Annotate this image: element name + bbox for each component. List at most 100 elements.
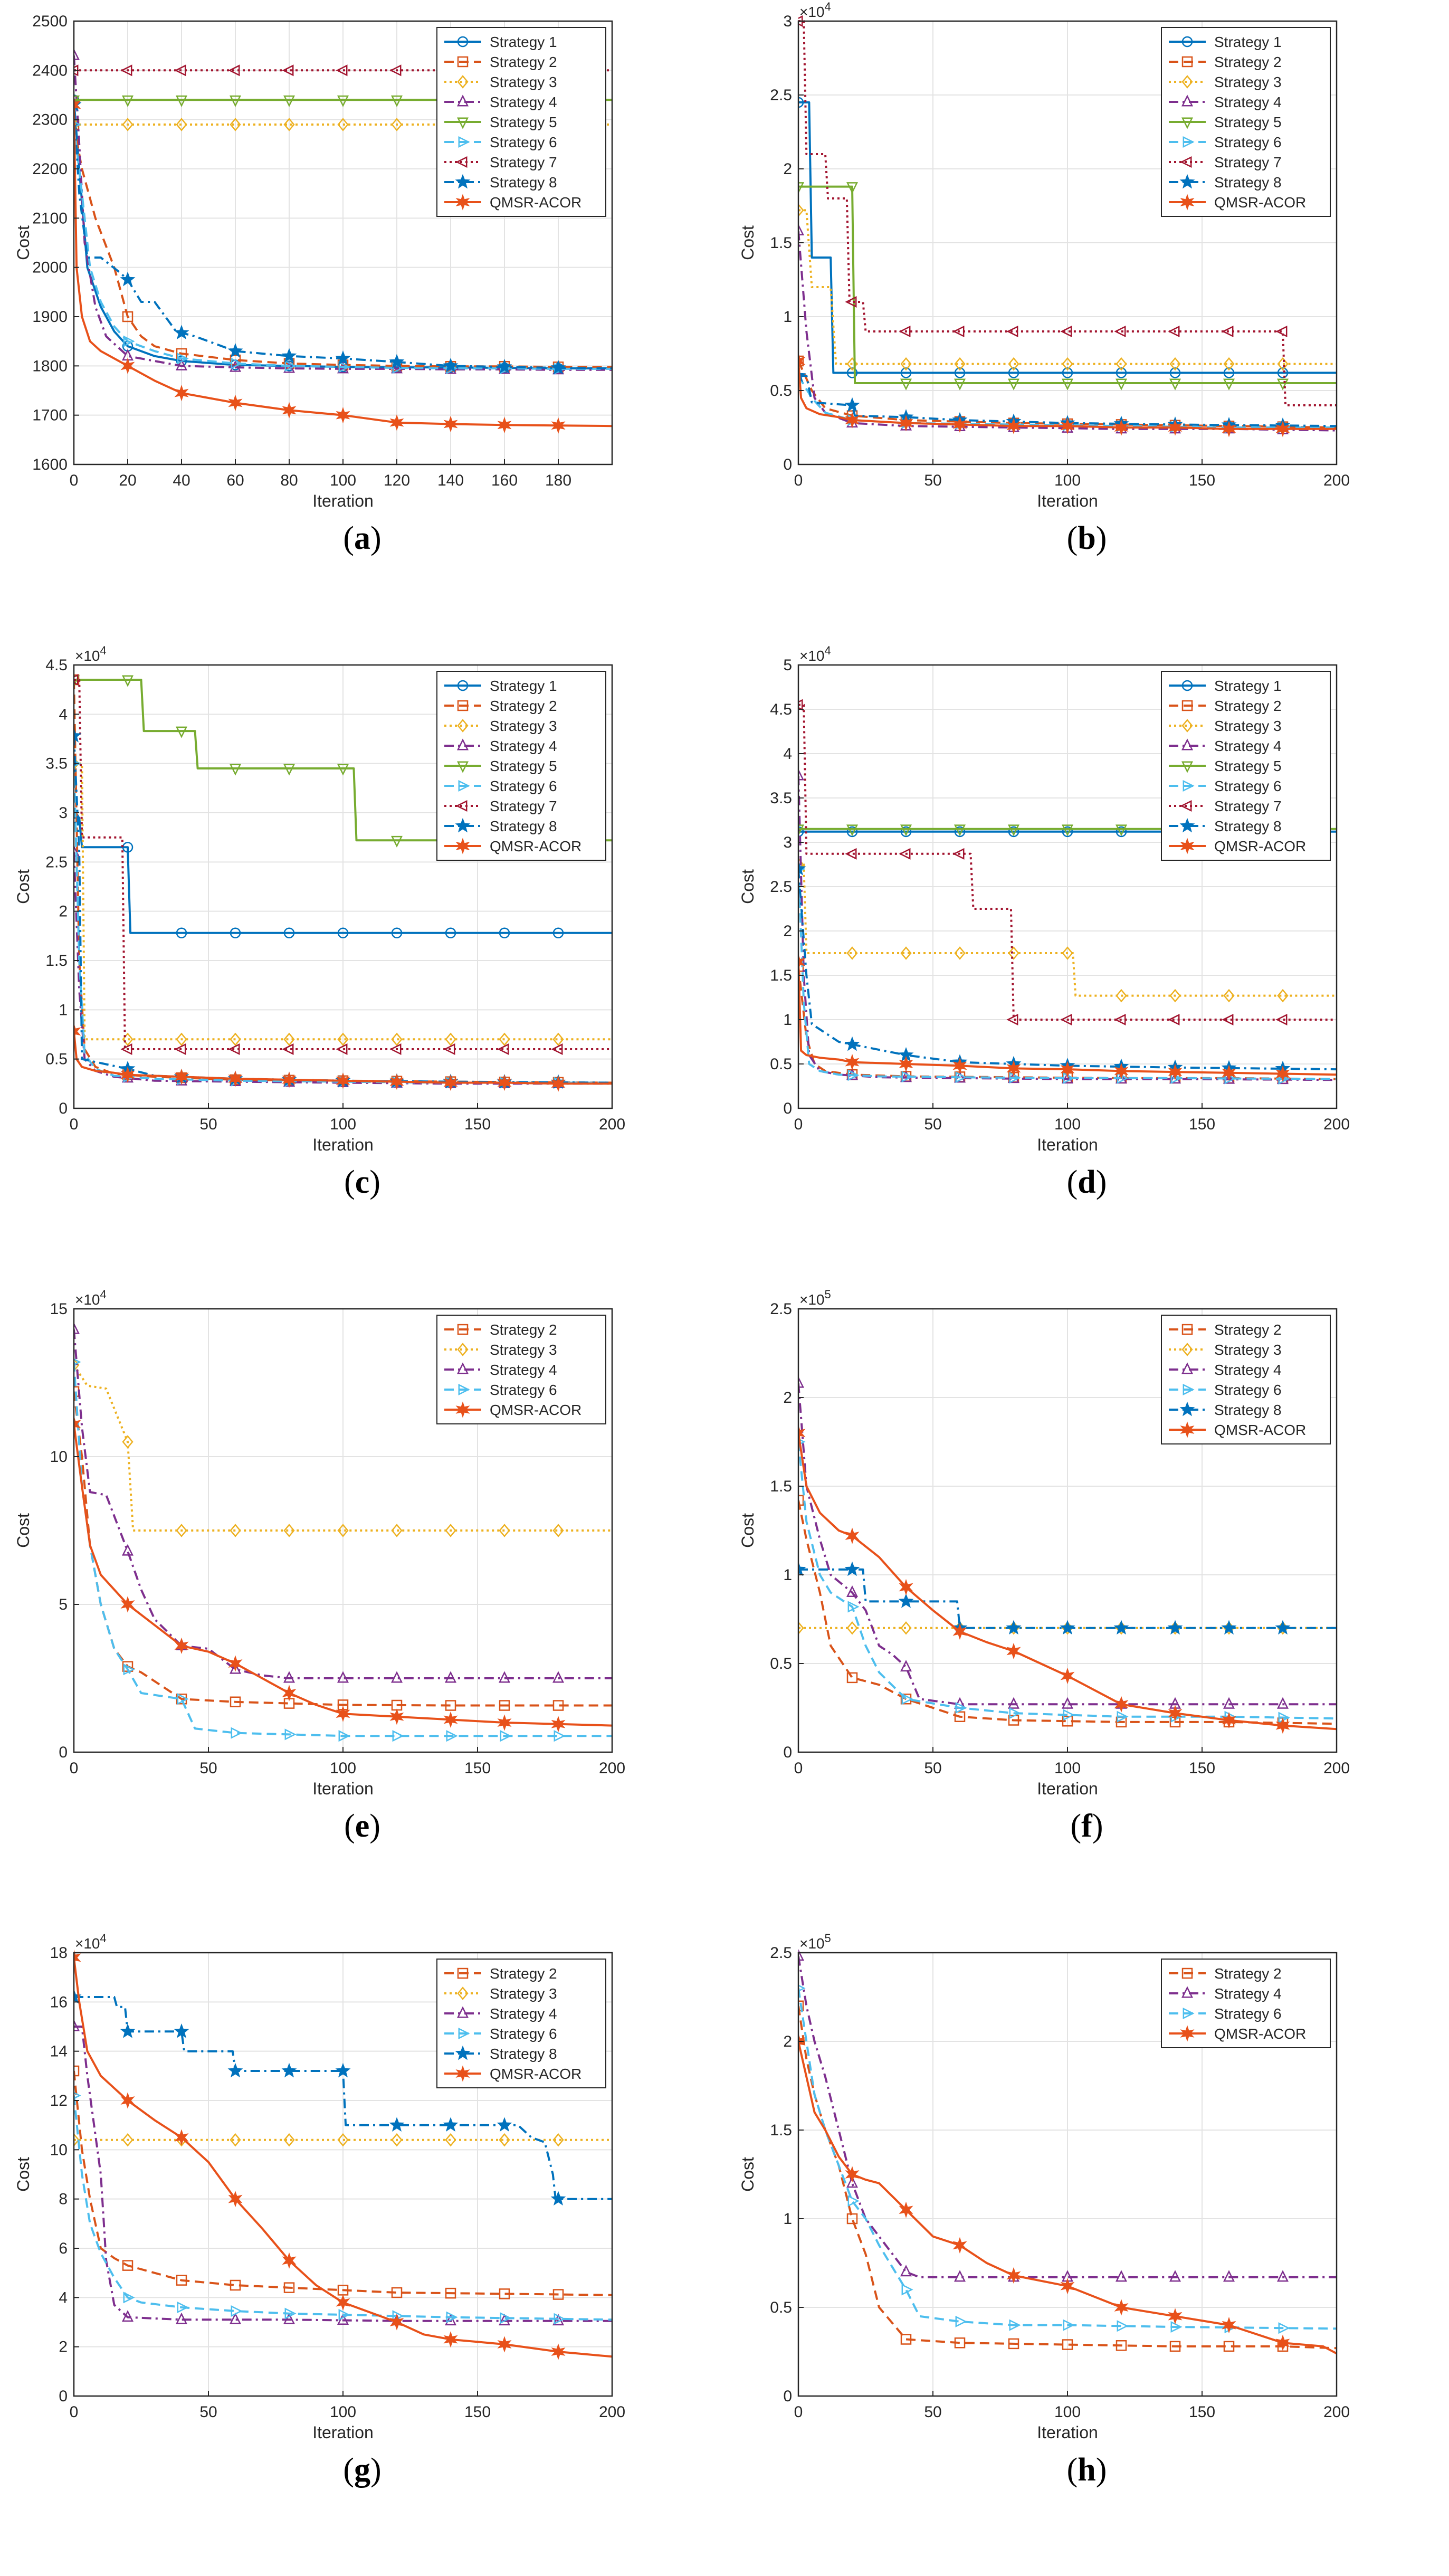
legend-marker xyxy=(1179,1401,1195,1417)
legend-marker xyxy=(1181,1967,1193,1979)
data-point-marker xyxy=(174,1637,189,1655)
data-point-marker xyxy=(1007,824,1020,837)
data-point-marker xyxy=(1063,1709,1075,1721)
data-point-marker xyxy=(954,378,966,391)
data-point-marker xyxy=(230,2279,241,2291)
x-tick-label: 80 xyxy=(280,472,298,489)
legend-marker xyxy=(456,1362,469,1374)
chart-panel-b: 0 50 100 150 200 0 0.5 1 1.5 2 2.5 3 ×104 Iteration Co… xyxy=(738,0,1350,556)
data-point-marker xyxy=(952,1057,967,1075)
series-line-strategy-8 xyxy=(74,104,612,369)
data-point-marker xyxy=(336,407,350,424)
data-point-marker xyxy=(1062,2339,1073,2350)
data-point-marker xyxy=(74,2133,80,2147)
data-point-marker xyxy=(1060,2278,1075,2295)
data-point-marker xyxy=(798,1495,804,1506)
y-tick-label: 0 xyxy=(59,2388,68,2405)
y-tick-label: 2.5 xyxy=(770,87,792,104)
data-point-marker xyxy=(1169,2341,1181,2352)
data-point-marker xyxy=(337,2133,349,2147)
data-point-marker xyxy=(1006,1013,1018,1026)
x-tick-label: 200 xyxy=(1323,1116,1350,1133)
y-tick-label: 4.5 xyxy=(45,657,68,674)
data-point-marker xyxy=(74,1415,81,1433)
data-point-marker xyxy=(389,2117,405,2132)
series-line-strategy-3 xyxy=(74,1364,612,1532)
legend-entry: Strategy 2 xyxy=(490,1965,557,1982)
x-tick-label: 100 xyxy=(1054,1760,1081,1777)
data-point-marker xyxy=(1170,2321,1183,2333)
x-tick-label: 0 xyxy=(794,1116,803,1133)
series-markers xyxy=(74,1358,564,1537)
data-point-marker xyxy=(798,224,805,236)
data-point-marker xyxy=(228,64,240,77)
data-point-marker xyxy=(798,826,804,838)
data-point-marker xyxy=(1169,378,1181,391)
data-point-marker xyxy=(74,728,82,743)
data-point-marker xyxy=(1062,357,1073,371)
data-point-marker xyxy=(955,1702,967,1714)
data-point-marker xyxy=(497,1074,512,1091)
data-point-marker xyxy=(1222,1712,1236,1729)
legend-marker xyxy=(455,1401,470,1418)
legend-entry: Strategy 2 xyxy=(1214,698,1282,714)
data-point-marker xyxy=(174,2023,189,2038)
data-point-marker xyxy=(554,1730,566,1742)
data-point-marker xyxy=(282,64,294,77)
series-markers xyxy=(798,954,1290,1082)
data-point-marker xyxy=(337,1032,349,1047)
x-tick-label: 40 xyxy=(173,472,190,489)
data-point-marker xyxy=(1275,1717,1290,1734)
series-markers xyxy=(74,2065,564,2300)
data-point-marker xyxy=(389,1708,404,1725)
legend-entry: Strategy 8 xyxy=(1214,174,1282,191)
tick-labels: 0 50 100 150 200 0 0.5 1 1.5 2 2.5 xyxy=(770,1944,1350,2421)
series-markers xyxy=(798,1984,1290,2334)
data-point-marker xyxy=(1169,988,1181,1003)
data-point-marker xyxy=(74,2092,81,2099)
x-tick-label: 100 xyxy=(1054,472,1081,489)
x-tick-label: 100 xyxy=(330,472,356,489)
y-tick-label: 1.5 xyxy=(45,952,68,969)
data-point-marker xyxy=(899,414,913,432)
series-markers xyxy=(74,812,564,938)
series-markers xyxy=(74,97,566,375)
legend: Strategy 1 Strategy 2 Strategy 3 Strategy 4… xyxy=(1161,27,1331,217)
y-tick-label: 4.5 xyxy=(770,701,792,718)
data-point-marker xyxy=(952,1623,967,1640)
data-point-marker xyxy=(335,350,351,365)
data-point-marker xyxy=(955,1071,967,1083)
data-point-marker xyxy=(846,1672,858,1684)
data-point-marker xyxy=(845,848,857,860)
series-line-strategy-3 xyxy=(798,209,1337,365)
data-point-marker xyxy=(954,367,966,378)
data-point-marker xyxy=(336,2294,350,2311)
data-point-marker xyxy=(1008,357,1019,371)
series-markers xyxy=(74,1023,566,1092)
series-layer xyxy=(74,673,612,1092)
data-point-marker xyxy=(231,1727,243,1739)
data-point-marker xyxy=(1116,357,1127,371)
data-point-marker xyxy=(798,1561,806,1576)
data-point-marker xyxy=(500,2312,512,2324)
y-tick-label: 3 xyxy=(783,834,792,851)
y-axis-label: Cost xyxy=(738,225,757,260)
data-point-marker xyxy=(389,354,405,369)
series-markers xyxy=(74,97,566,434)
y-tick-label: 2200 xyxy=(32,160,68,178)
data-point-marker xyxy=(74,97,81,113)
data-point-marker xyxy=(1063,1072,1075,1084)
data-point-marker xyxy=(122,1032,134,1047)
legend-entry: Strategy 7 xyxy=(1214,154,1282,170)
data-point-marker xyxy=(1062,826,1073,838)
y-axis-label: Cost xyxy=(14,869,33,904)
y-tick-label: 2 xyxy=(783,923,792,940)
y-tick-label: 18 xyxy=(50,1944,68,1962)
data-point-marker xyxy=(846,946,858,960)
y-tick-label: 3 xyxy=(783,13,792,30)
data-point-marker xyxy=(898,1593,914,1608)
x-tick-label: 200 xyxy=(599,1116,625,1133)
series-markers xyxy=(74,2092,566,2325)
legend-entry: QMSR-ACOR xyxy=(490,194,581,211)
x-tick-label: 50 xyxy=(199,2403,217,2421)
